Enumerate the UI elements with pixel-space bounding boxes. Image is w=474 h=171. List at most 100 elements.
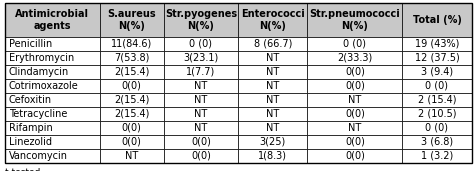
Bar (5, 51, 100, 65)
Text: 0(0): 0(0) (345, 67, 365, 77)
Text: 0(0): 0(0) (345, 137, 365, 147)
Text: Linezolid: Linezolid (9, 137, 52, 147)
Text: 19 (43%): 19 (43%) (415, 39, 459, 49)
Text: Str.pyogenes
N(%): Str.pyogenes N(%) (165, 9, 237, 31)
Text: 11(84.6): 11(84.6) (111, 39, 152, 49)
Bar (164, 37, 238, 51)
Text: 0(0): 0(0) (345, 151, 365, 161)
Bar (402, 79, 472, 93)
Text: 0(0): 0(0) (345, 81, 365, 91)
Bar (308, 149, 402, 163)
Text: 7(53.8): 7(53.8) (114, 53, 149, 63)
Bar (5, 149, 100, 163)
Bar (5, 93, 100, 107)
Bar (238, 3, 308, 37)
Text: Penicillin: Penicillin (9, 39, 52, 49)
Text: Vancomycin: Vancomycin (9, 151, 67, 161)
Text: NT: NT (266, 53, 280, 63)
Bar (5, 79, 100, 93)
Bar (164, 93, 238, 107)
Bar (238, 93, 308, 107)
Text: 12 (37.5): 12 (37.5) (415, 53, 459, 63)
Bar (5, 107, 100, 121)
Bar (238, 135, 308, 149)
Bar (164, 51, 238, 65)
Text: 8 (66.7): 8 (66.7) (254, 39, 292, 49)
Text: Str.pneumococci
N(%): Str.pneumococci N(%) (310, 9, 400, 31)
Bar (238, 79, 308, 93)
Text: 2 (15.4): 2 (15.4) (418, 95, 456, 105)
Bar (238, 107, 308, 121)
Text: 0 (0): 0 (0) (426, 81, 448, 91)
Bar (308, 121, 402, 135)
Bar (164, 121, 238, 135)
Text: 0(0): 0(0) (122, 137, 142, 147)
Bar (238, 37, 308, 51)
Text: 0 (0): 0 (0) (190, 39, 212, 49)
Bar (308, 37, 402, 51)
Bar (402, 37, 472, 51)
Text: NT: NT (266, 67, 280, 77)
Text: NT: NT (266, 95, 280, 105)
Text: 0(0): 0(0) (122, 81, 142, 91)
Text: NT: NT (266, 123, 280, 133)
Bar (308, 79, 402, 93)
Bar (402, 121, 472, 135)
Text: NT: NT (348, 123, 362, 133)
Text: Clindamycin: Clindamycin (9, 67, 69, 77)
Text: S.aureus
N(%): S.aureus N(%) (108, 9, 156, 31)
Bar (100, 3, 164, 37)
Text: Antimicrobial
agents: Antimicrobial agents (15, 9, 89, 31)
Text: NT: NT (194, 81, 208, 91)
Bar (100, 37, 164, 51)
Text: t tested: t tested (5, 168, 40, 171)
Text: NT: NT (266, 109, 280, 119)
Text: 2(15.4): 2(15.4) (114, 67, 149, 77)
Text: 0 (0): 0 (0) (426, 123, 448, 133)
Text: 2 (10.5): 2 (10.5) (418, 109, 456, 119)
Text: 1(7.7): 1(7.7) (186, 67, 216, 77)
Text: NT: NT (348, 95, 362, 105)
Bar (238, 149, 308, 163)
Text: 1(8.3): 1(8.3) (258, 151, 287, 161)
Bar (100, 135, 164, 149)
Text: Erythromycin: Erythromycin (9, 53, 74, 63)
Text: 2(33.3): 2(33.3) (337, 53, 373, 63)
Text: Cefoxitin: Cefoxitin (9, 95, 52, 105)
Text: 0(0): 0(0) (191, 137, 211, 147)
Text: 3(25): 3(25) (260, 137, 286, 147)
Bar (308, 65, 402, 79)
Bar (402, 93, 472, 107)
Bar (402, 135, 472, 149)
Text: 2(15.4): 2(15.4) (114, 95, 149, 105)
Bar (402, 65, 472, 79)
Bar (164, 135, 238, 149)
Bar (5, 3, 100, 37)
Bar (100, 107, 164, 121)
Text: 3 (6.8): 3 (6.8) (421, 137, 453, 147)
Bar (164, 79, 238, 93)
Bar (402, 107, 472, 121)
Bar (100, 65, 164, 79)
Text: NT: NT (194, 95, 208, 105)
Bar (5, 121, 100, 135)
Text: 2(15.4): 2(15.4) (114, 109, 149, 119)
Text: Total (%): Total (%) (412, 15, 461, 25)
Bar (308, 3, 402, 37)
Text: Enterococci
N(%): Enterococci N(%) (241, 9, 305, 31)
Text: 3(23.1): 3(23.1) (183, 53, 219, 63)
Bar (164, 3, 238, 37)
Bar (238, 51, 308, 65)
Text: NT: NT (194, 109, 208, 119)
Text: Cotrimoxazole: Cotrimoxazole (9, 81, 78, 91)
Bar (308, 93, 402, 107)
Text: 0(0): 0(0) (122, 123, 142, 133)
Bar (308, 107, 402, 121)
Bar (308, 51, 402, 65)
Text: NT: NT (125, 151, 138, 161)
Text: NT: NT (266, 81, 280, 91)
Bar (238, 65, 308, 79)
Text: 0(0): 0(0) (191, 151, 211, 161)
Bar (5, 135, 100, 149)
Bar (164, 65, 238, 79)
